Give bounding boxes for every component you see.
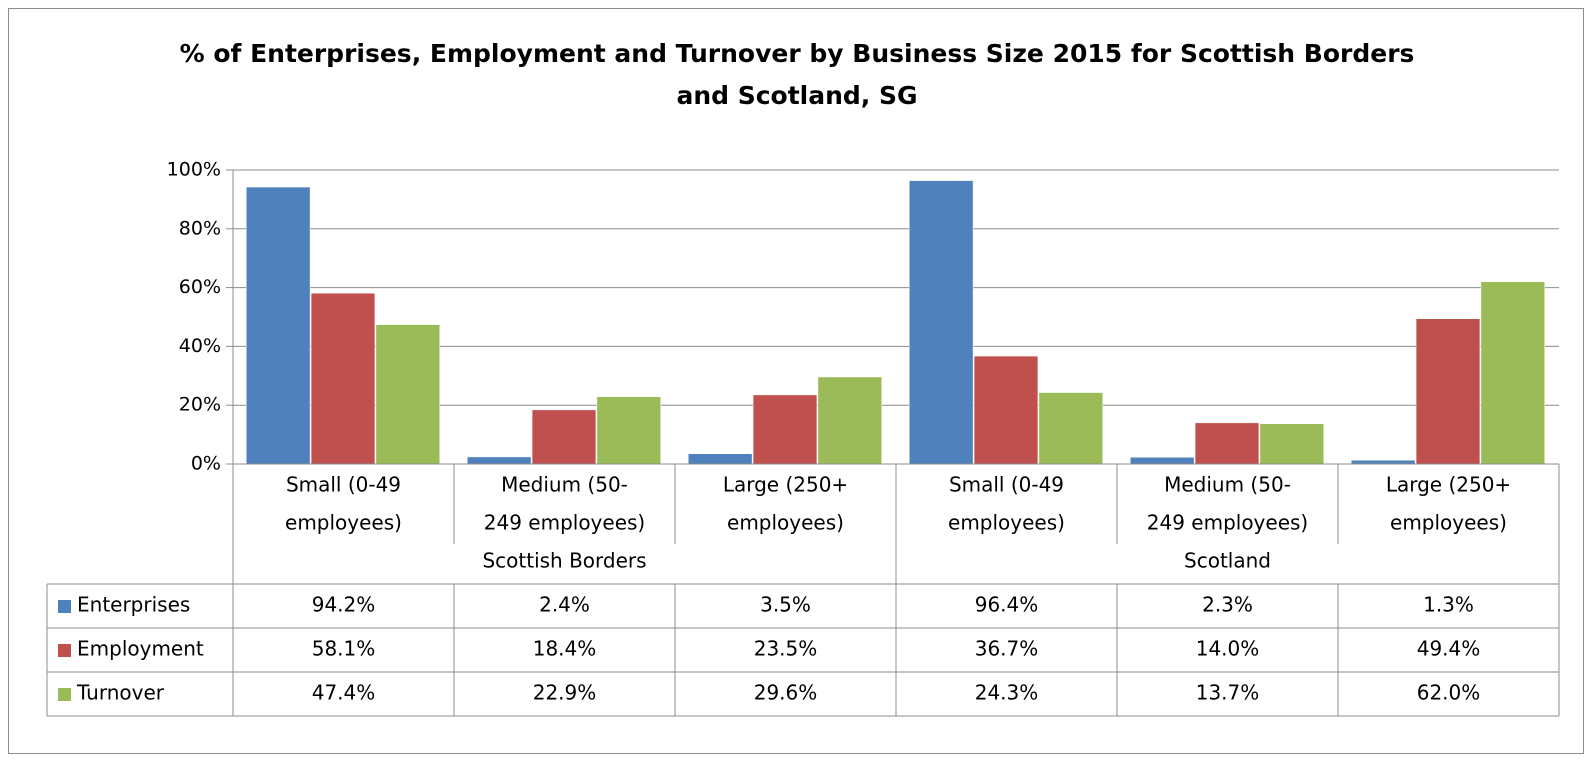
bar bbox=[1415, 318, 1481, 465]
category-label: Small (0-49 bbox=[949, 473, 1064, 497]
bar bbox=[1130, 456, 1195, 465]
y-tick-label: 40% bbox=[179, 335, 221, 357]
bar bbox=[817, 376, 882, 465]
legend-key bbox=[58, 688, 71, 701]
category-label: employees) bbox=[1390, 511, 1507, 535]
table-cell-value: 24.3% bbox=[975, 681, 1039, 705]
legend-key bbox=[58, 600, 71, 613]
table-cell-value: 23.5% bbox=[754, 637, 818, 661]
bar bbox=[1351, 459, 1416, 465]
category-label: employees) bbox=[285, 511, 402, 535]
table-cell-value: 18.4% bbox=[533, 637, 597, 661]
category-label: employees) bbox=[948, 511, 1065, 535]
y-tick-label: 60% bbox=[179, 276, 221, 298]
bar bbox=[310, 292, 376, 465]
bar bbox=[375, 324, 440, 465]
category-label: Medium (50- bbox=[501, 473, 628, 497]
chart-title: % of Enterprises, Employment and Turnove… bbox=[9, 33, 1585, 117]
category-label: 249 employees) bbox=[1147, 511, 1308, 535]
bar bbox=[752, 394, 818, 465]
table-cell-value: 3.5% bbox=[760, 593, 811, 617]
table-cell-value: 47.4% bbox=[312, 681, 376, 705]
group-label: Scotland bbox=[1184, 549, 1271, 573]
bar bbox=[246, 186, 311, 465]
y-tick-label: 20% bbox=[179, 394, 221, 416]
series-name: Enterprises bbox=[77, 593, 190, 617]
bar bbox=[1194, 422, 1260, 465]
bar bbox=[973, 355, 1039, 465]
table-cell-value: 36.7% bbox=[975, 637, 1039, 661]
table-cell-value: 22.9% bbox=[533, 681, 597, 705]
y-tick-label: 0% bbox=[191, 453, 221, 475]
chart-title-line-1: % of Enterprises, Employment and Turnove… bbox=[179, 39, 1415, 68]
bar bbox=[909, 180, 974, 465]
table-cell-value: 2.3% bbox=[1202, 593, 1253, 617]
y-tick-label: 80% bbox=[179, 217, 221, 239]
bar bbox=[1038, 392, 1103, 465]
table-cell-value: 29.6% bbox=[754, 681, 818, 705]
bar bbox=[467, 456, 532, 465]
chart-frame: % of Enterprises, Employment and Turnove… bbox=[8, 8, 1584, 754]
chart-title-line-2: and Scotland, SG bbox=[676, 81, 918, 110]
bar bbox=[1480, 281, 1545, 465]
table-cell-value: 13.7% bbox=[1196, 681, 1260, 705]
y-tick-label: 100% bbox=[167, 159, 221, 181]
table-cell-value: 49.4% bbox=[1417, 637, 1481, 661]
category-label: Medium (50- bbox=[1164, 473, 1291, 497]
category-label: Large (250+ bbox=[1386, 473, 1511, 497]
series-name: Turnover bbox=[76, 681, 165, 705]
category-label: employees) bbox=[727, 511, 844, 535]
chart-svg: 0% 20% 40% 60% 80% 100% Small (0-49 employees) M… bbox=[46, 159, 1560, 717]
bar bbox=[596, 396, 661, 465]
series-name: Employment bbox=[77, 637, 204, 661]
category-label: 249 employees) bbox=[484, 511, 645, 535]
table-cell-value: 1.3% bbox=[1423, 593, 1474, 617]
group-label: Scottish Borders bbox=[482, 549, 646, 573]
table-cell-value: 94.2% bbox=[312, 593, 376, 617]
bar bbox=[531, 409, 597, 465]
table-cell-value: 96.4% bbox=[975, 593, 1039, 617]
category-label: Large (250+ bbox=[723, 473, 848, 497]
table-cell-value: 14.0% bbox=[1196, 637, 1260, 661]
table-cell-value: 2.4% bbox=[539, 593, 590, 617]
table-cell-value: 62.0% bbox=[1417, 681, 1481, 705]
bar bbox=[1259, 423, 1324, 465]
category-label: Small (0-49 bbox=[286, 473, 401, 497]
legend-key bbox=[58, 644, 71, 657]
table-cell-value: 58.1% bbox=[312, 637, 376, 661]
bar bbox=[688, 453, 753, 465]
